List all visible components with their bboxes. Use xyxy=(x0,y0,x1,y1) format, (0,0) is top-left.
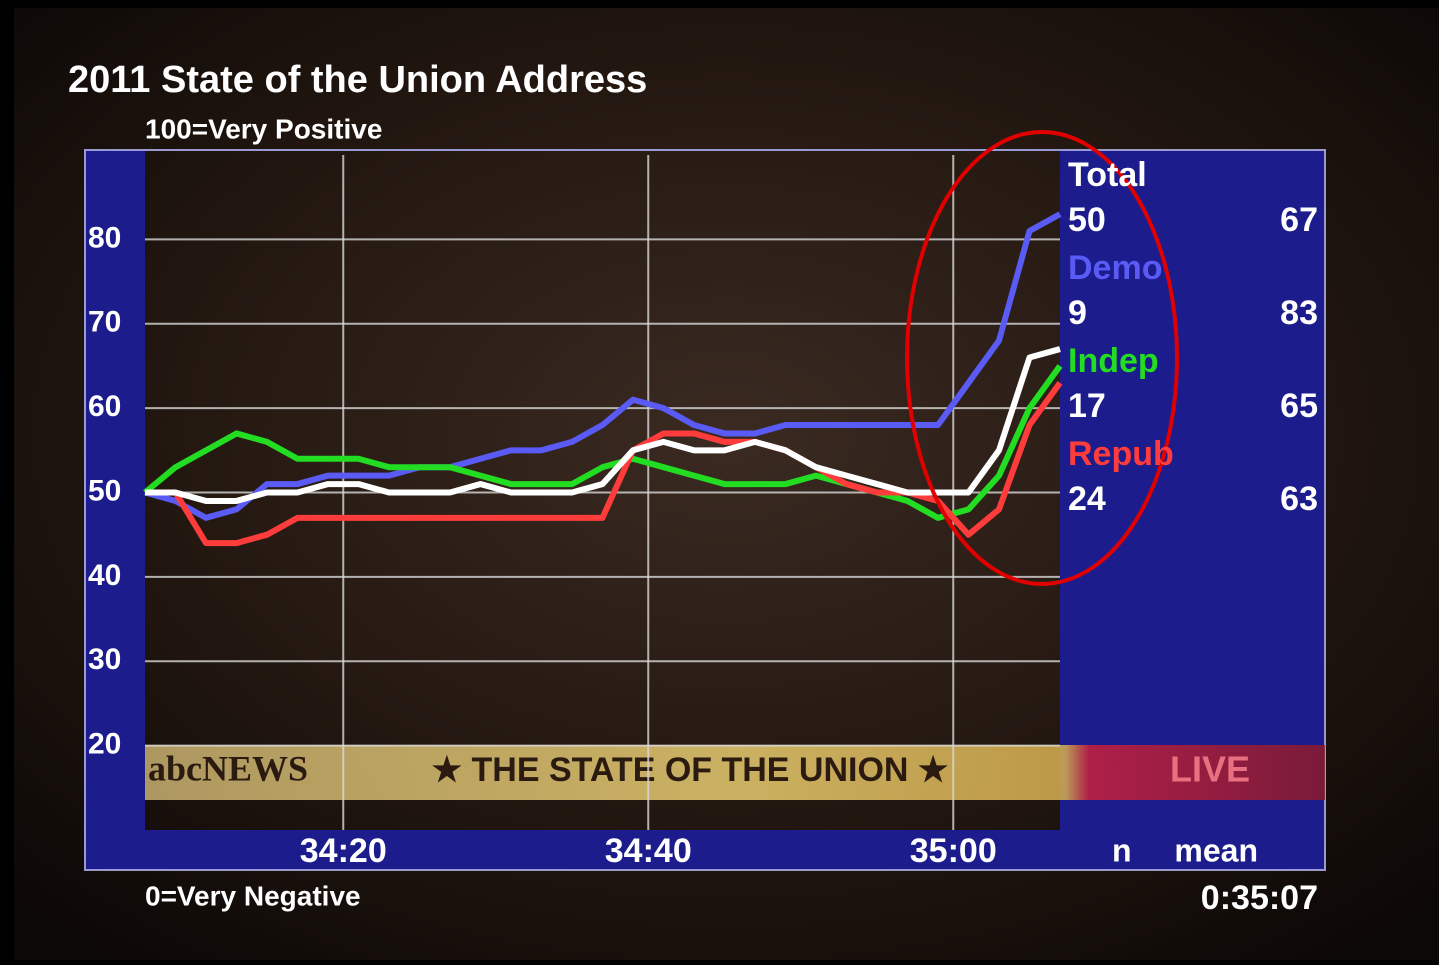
y-tick-label: 30 xyxy=(88,643,121,676)
page: abcNEWS ★ THE STATE OF THE UNION ★ LIVE … xyxy=(0,0,1439,965)
clock: 0:35:07 xyxy=(1201,879,1318,917)
y-axis-panel xyxy=(85,150,145,870)
bottom-note: 0=Very Negative xyxy=(145,880,361,911)
legend-header-mean: mean xyxy=(1174,832,1258,868)
legend-mean: 83 xyxy=(1280,294,1318,332)
top-note: 100=Very Positive xyxy=(145,113,382,144)
legend-name: Repub xyxy=(1068,435,1174,473)
chart: abcNEWS ★ THE STATE OF THE UNION ★ LIVE … xyxy=(0,0,1439,960)
y-tick-label: 40 xyxy=(88,559,121,592)
legend-name: Demo xyxy=(1068,249,1162,287)
chart-title: 2011 State of the Union Address xyxy=(68,59,647,101)
legend-n: 17 xyxy=(1068,387,1106,425)
legend-header-n: n xyxy=(1112,832,1132,868)
x-tick-label: 34:20 xyxy=(300,832,387,870)
y-tick-label: 60 xyxy=(88,390,121,423)
y-tick-label: 70 xyxy=(88,306,121,339)
legend-name: Total xyxy=(1068,156,1147,194)
y-tick-label: 20 xyxy=(88,728,121,761)
banner-brand: abcNEWS xyxy=(148,748,308,788)
banner-live: LIVE xyxy=(1170,749,1250,790)
legend-mean: 65 xyxy=(1280,387,1318,425)
y-tick-label: 50 xyxy=(88,474,121,507)
legend-n: 9 xyxy=(1068,294,1087,332)
legend-mean: 63 xyxy=(1280,480,1318,518)
x-tick-label: 34:40 xyxy=(605,832,692,870)
x-tick-label: 35:00 xyxy=(910,832,997,870)
legend-mean: 67 xyxy=(1280,201,1318,239)
banner-show: ★ THE STATE OF THE UNION ★ xyxy=(432,751,949,789)
legend-n: 50 xyxy=(1068,201,1106,239)
y-tick-label: 80 xyxy=(88,221,121,254)
legend-n: 24 xyxy=(1068,480,1106,518)
legend-name: Indep xyxy=(1068,342,1159,380)
